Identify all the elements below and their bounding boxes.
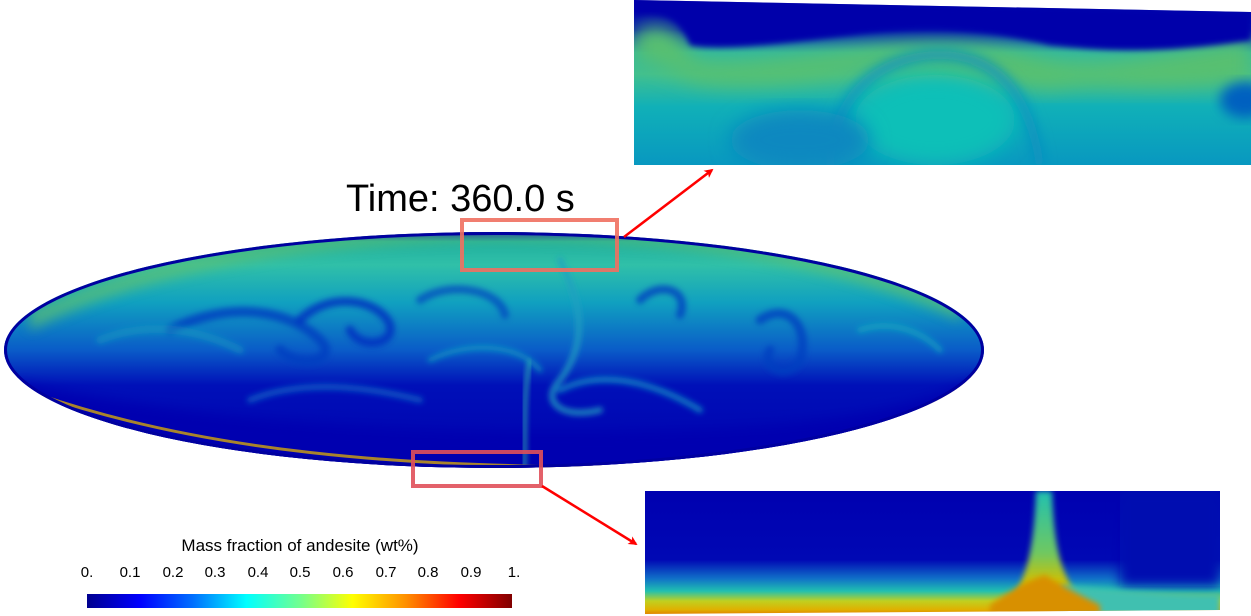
zoom-box-top [460, 218, 619, 272]
main-ellipse-panel [4, 232, 984, 468]
colorbar-tick: 0. [80, 564, 94, 581]
colorbar-tick: 0.7 [375, 564, 397, 581]
top-inset-panel [634, 0, 1251, 165]
colorbar-tick: 0.8 [417, 564, 439, 581]
colorbar-tick: 0.3 [204, 564, 226, 581]
arrow-to-bottom-inset [541, 484, 638, 546]
colorbar-tick: 0.4 [247, 564, 269, 581]
colorbar-tick: 0.2 [162, 564, 184, 581]
colorbar [87, 594, 512, 608]
colorbar-tick: 0.9 [460, 564, 482, 581]
bottom-inset-panel [645, 491, 1220, 614]
time-label: Time: 360.0 s [346, 178, 575, 220]
arrow-to-top-inset [623, 168, 714, 238]
colorbar-tick: 1. [507, 564, 521, 581]
colorbar-ticks: 0. 0.1 0.2 0.3 0.4 0.5 0.6 0.7 0.8 0.9 1… [78, 564, 528, 584]
colorbar-tick: 0.6 [332, 564, 354, 581]
colorbar-tick: 0.5 [289, 564, 311, 581]
colorbar-title: Mass fraction of andesite (wt%) [181, 536, 419, 555]
colorbar-tick: 0.1 [119, 564, 141, 581]
zoom-box-bottom [411, 450, 543, 488]
